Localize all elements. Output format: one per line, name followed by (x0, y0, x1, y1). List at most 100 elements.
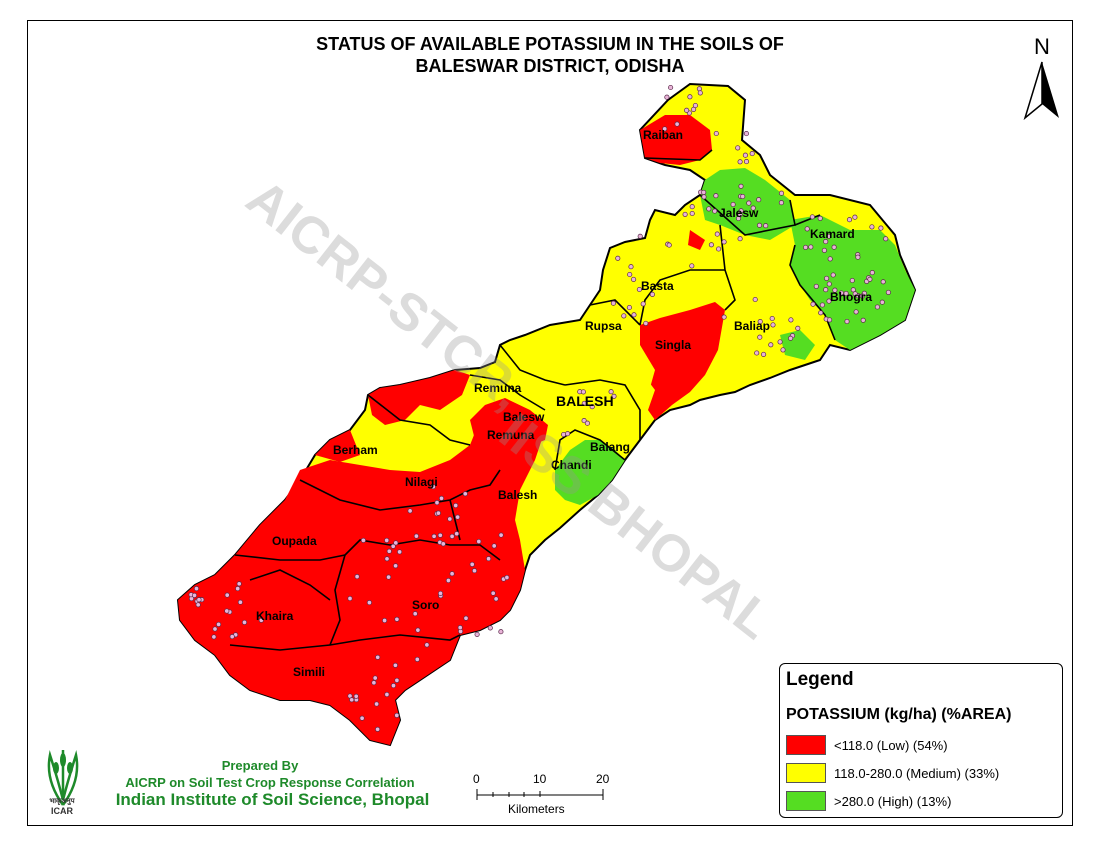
sample-point (827, 317, 833, 323)
sample-point (486, 556, 492, 562)
sample-point (757, 319, 763, 325)
sample-point (447, 516, 453, 522)
legend-box: Legend POTASSIUM (kg/ha) (%AREA) <118.0 … (779, 663, 1063, 818)
raiban-low-area (640, 115, 712, 165)
sample-point (375, 726, 381, 732)
legend-heading: Legend (786, 669, 854, 690)
region-label: Oupada (272, 534, 317, 548)
south-low-area (178, 405, 545, 745)
sample-point (394, 677, 400, 683)
scale-tick-10: 10 (533, 772, 547, 786)
sample-point (445, 577, 451, 584)
region-label: Rupsa (585, 319, 622, 333)
sample-point (353, 693, 359, 699)
sample-point (874, 304, 880, 310)
sample-point (371, 680, 377, 686)
region-label: Nilagi (405, 475, 438, 489)
sample-point (838, 290, 844, 296)
region-label: Remuna (474, 381, 522, 395)
sample-point (565, 431, 571, 437)
sample-point (788, 335, 794, 341)
sample-point (211, 634, 217, 640)
sample-point (366, 600, 372, 606)
institute-name: Indian Institute of Soil Science, Bhopal (115, 790, 430, 809)
sample-point (394, 616, 400, 622)
sample-point (831, 244, 837, 250)
sample-point (804, 226, 810, 232)
north-arrow-icon (1023, 61, 1059, 121)
sample-point (491, 543, 497, 549)
sample-point (581, 418, 587, 424)
region-label: Soro (412, 598, 440, 612)
sample-point (457, 625, 463, 631)
sample-point (631, 276, 637, 282)
region-label: Balesw (503, 410, 545, 424)
sample-point (763, 223, 769, 229)
sample-point (780, 347, 786, 353)
sample-point (628, 264, 634, 270)
legend-swatch-medium (786, 763, 826, 783)
north-label: N (1034, 34, 1050, 59)
sample-point (476, 538, 482, 545)
region-label: Jalesw (719, 206, 759, 220)
sample-point (714, 231, 720, 237)
low-potassium-areas (178, 115, 725, 745)
sample-point (809, 214, 815, 220)
sample-point (229, 634, 235, 640)
sample-point (832, 287, 838, 293)
sample-point (615, 255, 621, 261)
remuna-low-area (470, 398, 548, 450)
sample-point (414, 656, 420, 662)
sample-point (637, 233, 643, 239)
sample-point (643, 320, 649, 326)
sample-point (393, 540, 399, 546)
sample-point (740, 193, 746, 200)
region-label: Balang (590, 440, 631, 454)
sample-point (216, 621, 222, 627)
sample-point (823, 287, 829, 293)
sample-point (761, 351, 767, 357)
sample-point (649, 291, 655, 297)
sample-point (359, 715, 365, 721)
sample-point (819, 302, 825, 308)
sample-point (662, 126, 668, 132)
sample-point (860, 317, 866, 323)
sample-point (636, 286, 642, 293)
sample-point (384, 537, 390, 543)
legend-item-medium: 118.0-280.0 (Medium) (33%) (786, 762, 999, 784)
sample-point (813, 283, 819, 289)
sample-point (738, 183, 744, 189)
sample-point (708, 242, 714, 248)
sample-point (750, 205, 756, 211)
sample-point (621, 313, 627, 319)
sample-point (883, 236, 889, 242)
sample-point (236, 581, 242, 587)
sample-point (846, 217, 853, 223)
sample-point (746, 200, 752, 206)
sample-point (817, 215, 823, 221)
region-label: Baliap (734, 319, 771, 333)
sample-point (769, 315, 775, 322)
sample-point (852, 214, 858, 220)
sample-point (716, 246, 722, 252)
sample-point (777, 339, 783, 345)
scale-tick-0: 0 (473, 772, 480, 786)
sample-point (826, 298, 832, 304)
map-title-line2: BALESWAR DISTRICT, ODISHA (415, 56, 685, 76)
sample-point (469, 561, 475, 567)
sample-point (852, 291, 858, 297)
sample-point (880, 279, 886, 285)
sample-point (818, 310, 824, 316)
sample-point (713, 130, 719, 137)
sample-point (742, 152, 748, 158)
sample-point (778, 200, 784, 206)
sample-point (498, 629, 504, 635)
sample-point (191, 592, 198, 598)
scale-bar (476, 789, 604, 800)
region-label: Basta (641, 279, 674, 293)
west-low-area (315, 430, 360, 462)
berhampur-low-area (368, 370, 470, 425)
sample-point (721, 314, 727, 320)
sample-point (770, 322, 776, 328)
